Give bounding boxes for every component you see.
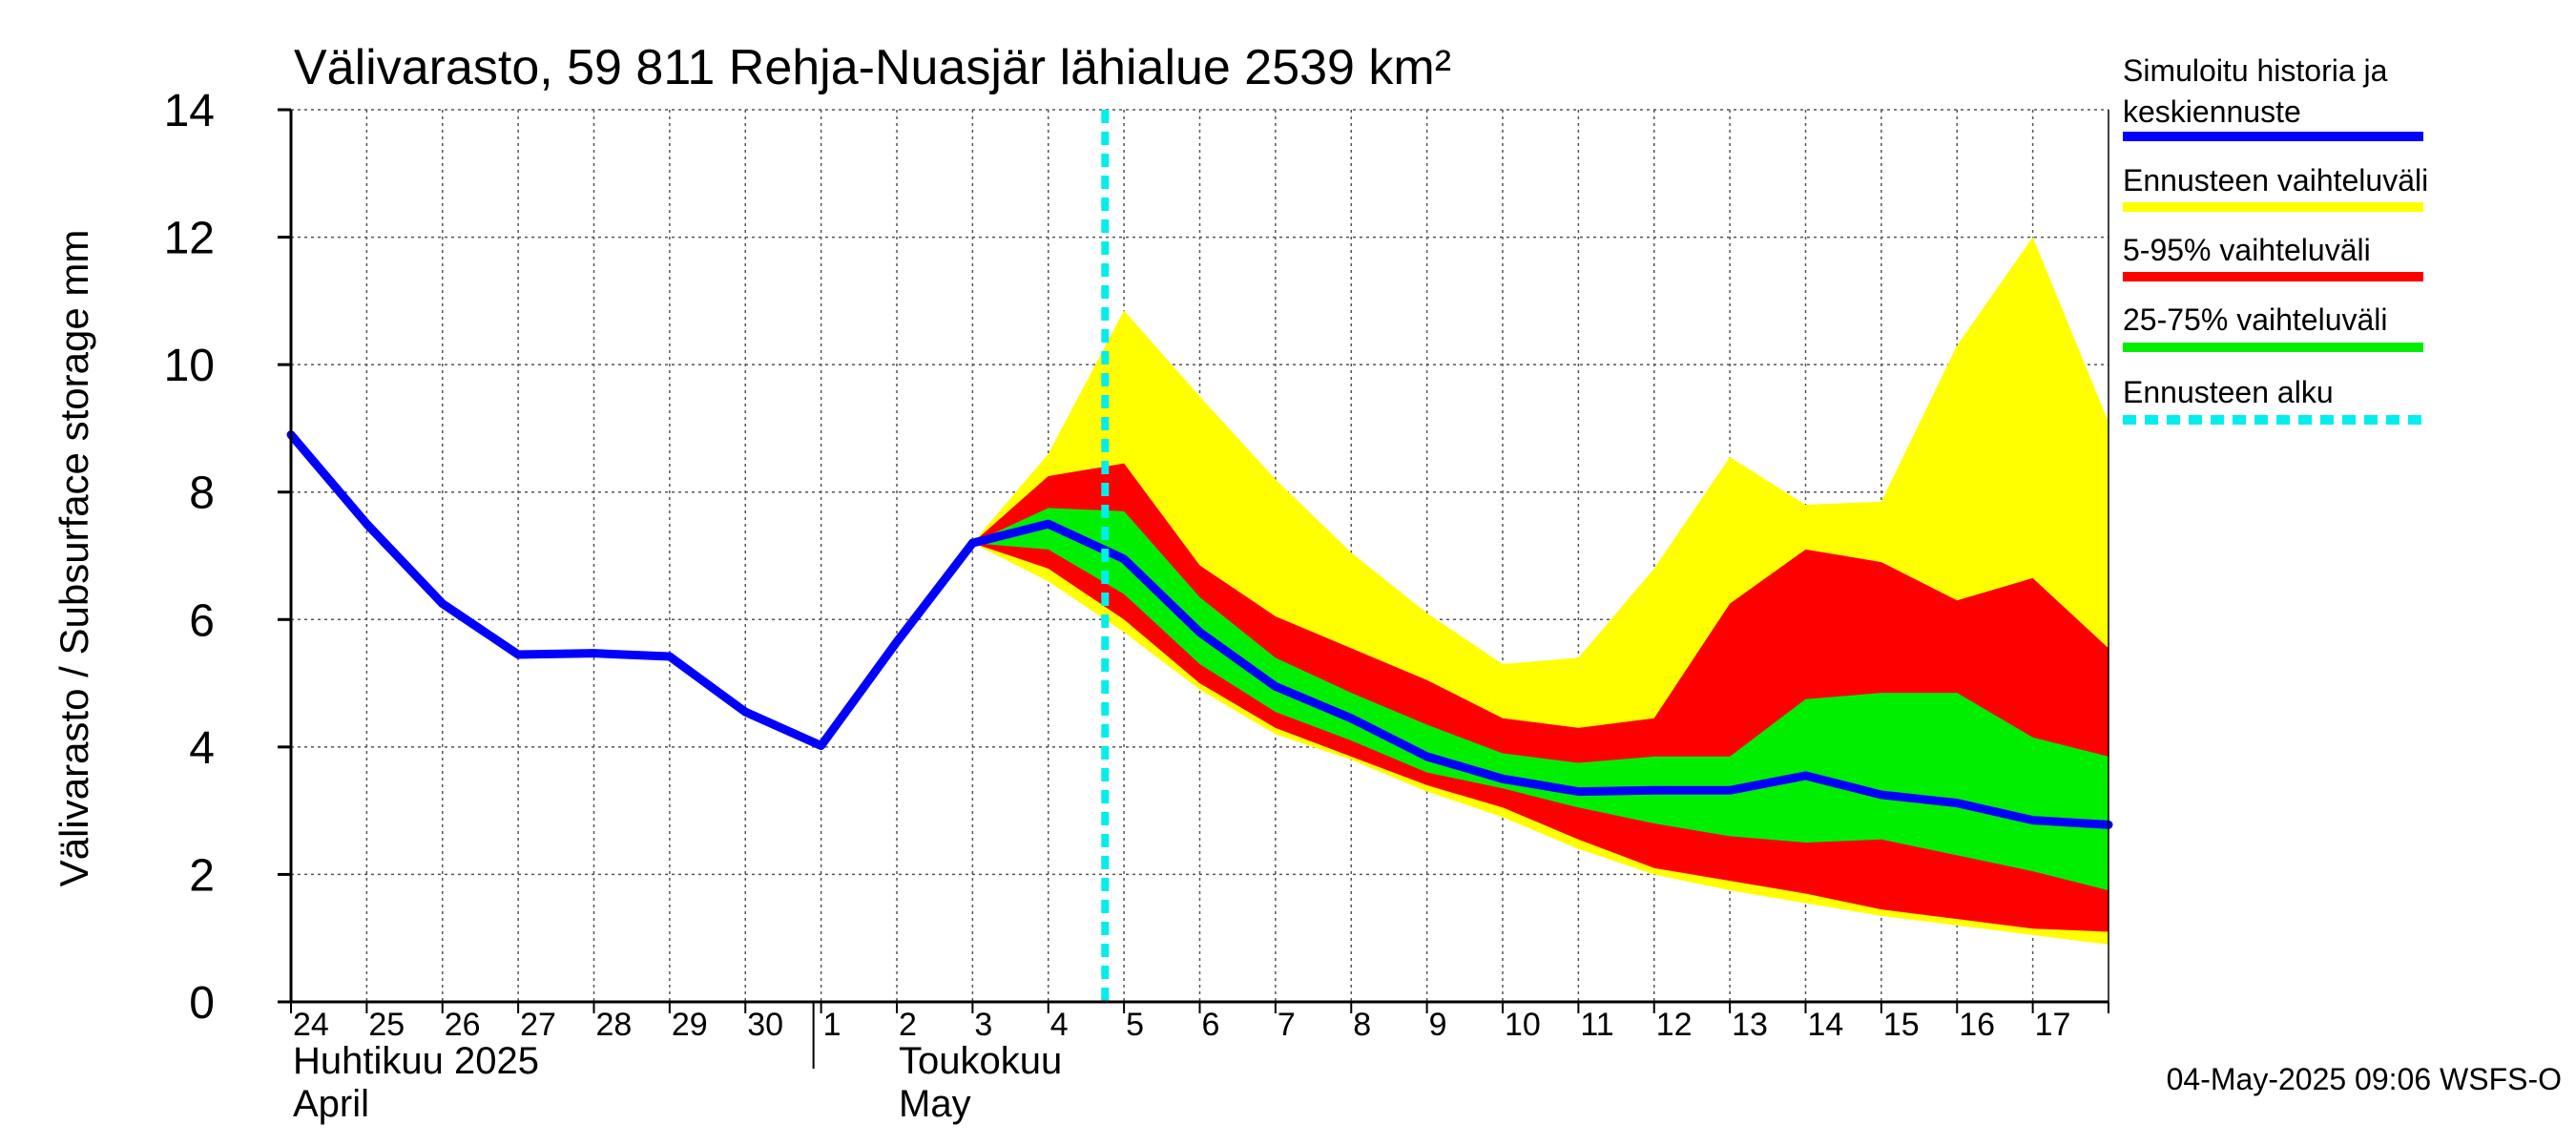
month-label-fi: Toukokuu xyxy=(899,1040,1062,1082)
month-label-en: May xyxy=(899,1083,971,1125)
y-tick-label: 14 xyxy=(164,86,215,136)
p25-p75-band xyxy=(972,508,2109,891)
y-tick-label: 6 xyxy=(189,595,215,646)
history-line xyxy=(286,430,977,751)
x-day-label: 8 xyxy=(1353,1007,1371,1043)
x-day-label: 28 xyxy=(596,1007,633,1043)
y-tick-label: 2 xyxy=(189,850,215,901)
legend: Simuloitu historia ja keskiennuste Ennuste… xyxy=(2123,53,2428,425)
x-day-label: 6 xyxy=(1202,1007,1220,1043)
x-day-label: 14 xyxy=(1808,1007,1844,1043)
x-day-label: 15 xyxy=(1883,1007,1920,1043)
chart-title: Välivarasto, 59 811 Rehja-Nuasjär lähial… xyxy=(294,40,1451,95)
y-tick-label: 10 xyxy=(164,341,215,391)
x-day-label: 9 xyxy=(1429,1007,1447,1043)
legend-label: Ennusteen vaihteluväli xyxy=(2123,163,2428,198)
x-day-label: 27 xyxy=(520,1007,556,1043)
x-day-label: 13 xyxy=(1732,1007,1768,1043)
y-tick-label: 12 xyxy=(164,214,215,264)
legend-label: 5-95% vaihteluväli xyxy=(2123,233,2371,267)
x-day-label: 2 xyxy=(899,1007,917,1043)
y-tick-label: 0 xyxy=(189,978,215,1029)
x-day-label: 30 xyxy=(747,1007,783,1043)
timestamp-footer: 04-May-2025 09:06 WSFS-O xyxy=(2167,1062,2562,1096)
x-day-label: 11 xyxy=(1580,1007,1613,1043)
x-day-label: 29 xyxy=(672,1007,708,1043)
x-day-label: 17 xyxy=(2035,1007,2071,1043)
x-day-label: 16 xyxy=(1959,1007,1995,1043)
y-tick-label: 8 xyxy=(189,468,215,519)
x-day-label: 3 xyxy=(974,1007,992,1043)
legend-label: Simuloitu historia ja xyxy=(2123,53,2388,88)
y-tick-label: 4 xyxy=(189,723,215,774)
median-forecast-line xyxy=(967,519,2113,829)
month-label-fi: Huhtikuu 2025 xyxy=(293,1040,539,1082)
x-day-label: 1 xyxy=(823,1007,841,1043)
forecast-bands xyxy=(972,237,2109,945)
x-day-label: 12 xyxy=(1656,1007,1693,1043)
x-day-label: 5 xyxy=(1126,1007,1144,1043)
y-axis-title: Välivarasto / Subsurface storage mm xyxy=(52,230,96,887)
series-lines xyxy=(286,110,2113,1002)
x-day-label: 10 xyxy=(1505,1007,1541,1043)
legend-label: keskiennuste xyxy=(2123,94,2301,129)
legend-label: Ennusteen alku xyxy=(2123,375,2334,409)
x-day-label: 7 xyxy=(1278,1007,1296,1043)
legend-label: 25-75% vaihteluväli xyxy=(2123,302,2388,337)
axes xyxy=(278,108,2109,1069)
x-day-label: 25 xyxy=(368,1007,405,1043)
x-day-label: 24 xyxy=(293,1007,329,1043)
x-day-label: 4 xyxy=(1050,1007,1069,1043)
month-label-en: April xyxy=(293,1083,369,1125)
x-day-label: 26 xyxy=(445,1007,481,1043)
